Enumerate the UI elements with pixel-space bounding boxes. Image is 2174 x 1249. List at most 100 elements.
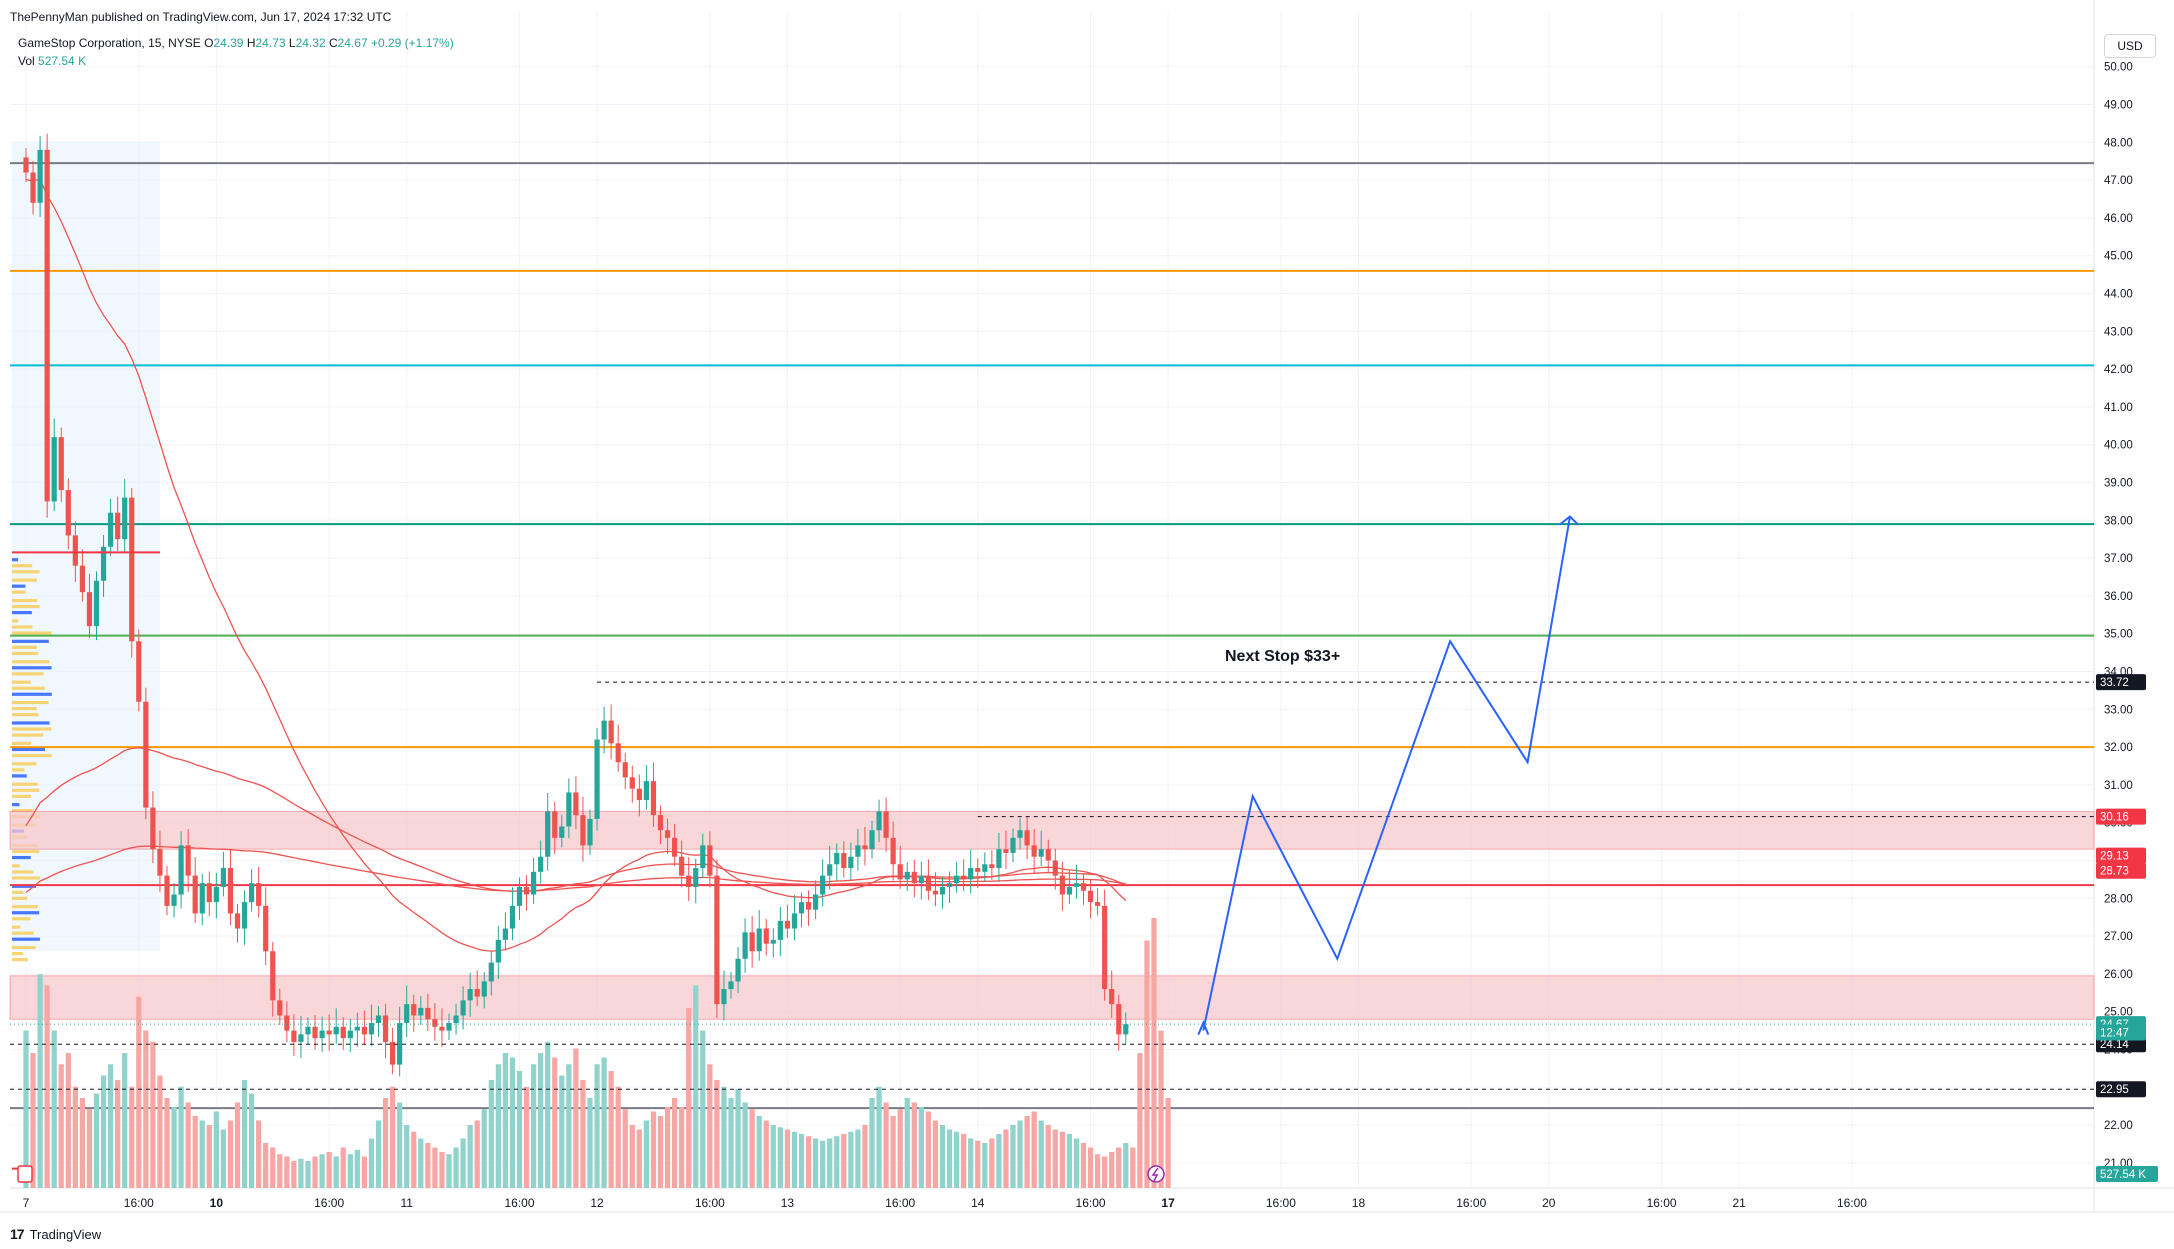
open-value: 24.39 (213, 36, 244, 50)
volume-bar (157, 1075, 163, 1188)
volume-bar (249, 1093, 255, 1188)
volume-bar (368, 1138, 375, 1188)
candle-body (192, 875, 198, 914)
volume-bar (714, 1080, 720, 1188)
profile-bar (12, 896, 28, 900)
brand-name: TradingView (29, 1226, 102, 1242)
profile-bar (12, 884, 36, 888)
candle-body (439, 1026, 445, 1031)
volume-bar (700, 1030, 706, 1188)
profile-bar (12, 741, 32, 746)
price-badge-label: 30.16 (2100, 812, 2129, 824)
volume-bar (1010, 1125, 1016, 1188)
volume-bar (791, 1131, 798, 1188)
x-tick-label: 18 (1352, 1196, 1366, 1210)
volume-bar (939, 1125, 946, 1188)
volume-bar (206, 1125, 212, 1188)
volume-bar (869, 1098, 875, 1188)
close-label: C (328, 36, 338, 50)
candle-body (136, 641, 142, 702)
candle-body (171, 894, 177, 906)
candle-body (707, 845, 713, 876)
volume-bar (932, 1120, 939, 1188)
x-tick-label: 11 (400, 1196, 413, 1210)
candle-body (213, 886, 219, 903)
volume-value: 527.54 K (38, 54, 87, 68)
volume-bar (1017, 1120, 1023, 1188)
profile-bar (12, 651, 39, 656)
volume-bar (975, 1140, 981, 1188)
profile-bar (12, 680, 31, 684)
candle-body (44, 149, 50, 502)
candle-body (185, 845, 191, 876)
x-tick-label: 16:00 (695, 1196, 725, 1210)
candle-body (467, 989, 473, 1001)
volume-bar (615, 1086, 621, 1188)
volume-bar (876, 1086, 882, 1188)
profile-bar (12, 788, 40, 792)
candle-body (636, 788, 642, 801)
volume-bar (178, 1086, 184, 1188)
symbol-name[interactable]: GameStop Corporation, 15, NYSE (18, 36, 201, 50)
volume-bar (108, 1064, 114, 1188)
y-tick-label: 27.00 (2104, 931, 2133, 943)
y-tick-label: 33.00 (2104, 704, 2133, 716)
candle-body (1102, 905, 1108, 990)
low-label: L (288, 36, 296, 50)
volume-bar (664, 1107, 671, 1188)
candle-body (157, 849, 163, 876)
candle-body (925, 875, 931, 891)
volume-bar (1045, 1125, 1051, 1188)
y-tick-label: 48.00 (2104, 137, 2133, 149)
volume-bar (1116, 1147, 1122, 1188)
currency-button[interactable]: USD (2104, 34, 2156, 58)
profile-bar (12, 584, 26, 588)
supply-zone (9, 810, 2095, 850)
profile-bar (12, 721, 50, 725)
volume-bar (890, 1116, 896, 1188)
candle-body (911, 871, 917, 884)
volume-bar (925, 1111, 931, 1188)
volume-bar (770, 1125, 776, 1188)
candle-body (594, 739, 600, 819)
volume-bar (354, 1149, 360, 1188)
volume-bar (467, 1125, 473, 1188)
candle-body (784, 920, 790, 929)
candle-body (65, 490, 71, 536)
volume-bar (954, 1131, 960, 1188)
candle-body (770, 939, 776, 944)
volume-label[interactable]: Vol (18, 54, 35, 68)
volume-bar (453, 1147, 459, 1188)
candle-body (23, 157, 29, 173)
volume-bar (897, 1109, 903, 1188)
volume-bar (552, 1057, 558, 1188)
candle-body (686, 875, 692, 887)
candle-body (1123, 1024, 1129, 1035)
profile-bar (12, 604, 40, 609)
x-tick-label: 16:00 (1076, 1196, 1106, 1210)
profile-bar (12, 590, 26, 594)
volume-bar (333, 1156, 339, 1188)
low-value: 24.32 (295, 36, 326, 50)
candle-body (580, 815, 586, 846)
candle-body (932, 890, 939, 895)
price-badge-label: 33.72 (2100, 677, 2129, 689)
volume-bar (982, 1143, 988, 1188)
volume-bar (340, 1147, 346, 1188)
volume-bar (150, 1041, 156, 1188)
candle-body (587, 818, 593, 846)
supply-zone (9, 975, 2095, 1020)
x-tick-label: 7 (23, 1196, 30, 1210)
tradingview-logo-icon: 17 (10, 1226, 25, 1242)
tradingview-brand[interactable]: 17 TradingView (10, 1226, 101, 1242)
volume-bar (1066, 1134, 1072, 1188)
candle-body (693, 868, 699, 887)
candle-body (791, 913, 798, 929)
profile-bar (12, 598, 38, 603)
volume-bar (827, 1138, 833, 1188)
projection-arrow-head (1559, 515, 1579, 526)
volume-bar (1123, 1143, 1129, 1188)
volume-bar (319, 1154, 325, 1188)
profile-bar (12, 870, 34, 874)
